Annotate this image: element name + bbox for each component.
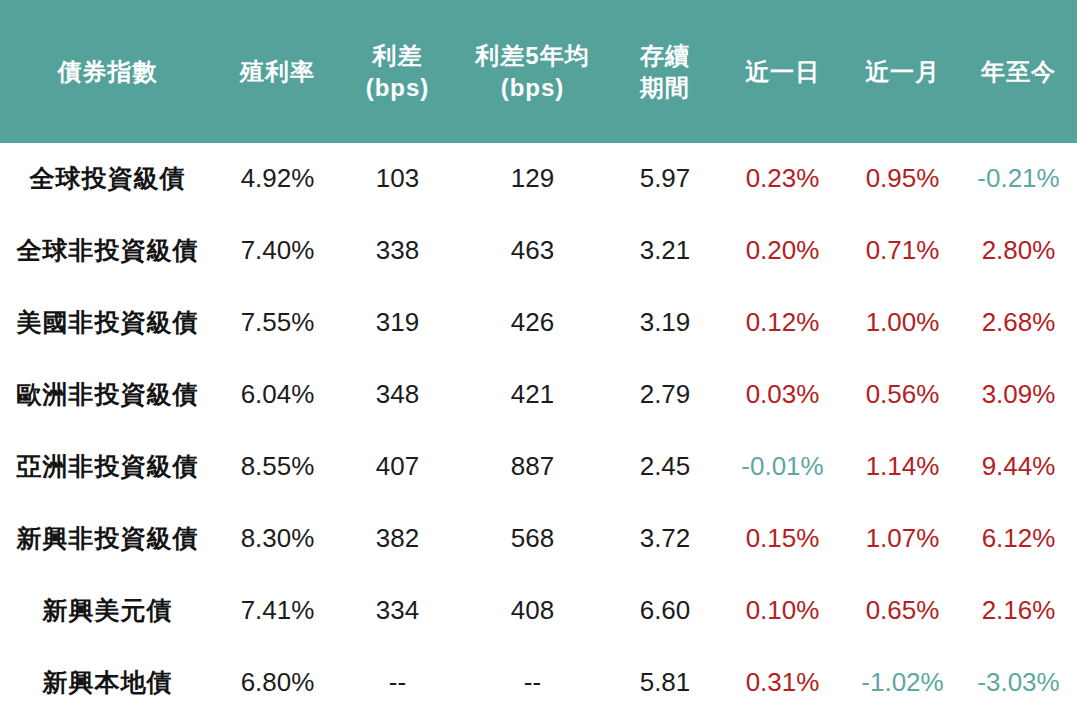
value-cell: 3.72 bbox=[610, 502, 720, 574]
value-cell: 2.79 bbox=[610, 359, 720, 431]
value-cell: 0.65% bbox=[845, 574, 960, 646]
value-cell: 3.09% bbox=[960, 359, 1077, 431]
value-cell: 0.03% bbox=[720, 359, 845, 431]
header-last-day: 近一日 bbox=[720, 0, 845, 143]
value-cell: 6.80% bbox=[215, 646, 340, 718]
value-cell: 6.12% bbox=[960, 502, 1077, 574]
header-yield: 殖利率 bbox=[215, 0, 340, 143]
value-cell: 6.60 bbox=[610, 574, 720, 646]
value-cell: 0.95% bbox=[845, 143, 960, 215]
value-cell: 103 bbox=[340, 143, 455, 215]
index-name-cell: 新興美元債 bbox=[0, 574, 215, 646]
header-year-to-date: 年至今 bbox=[960, 0, 1077, 143]
value-cell: 7.55% bbox=[215, 287, 340, 359]
table-row: 美國非投資級債7.55%3194263.190.12%1.00%2.68% bbox=[0, 287, 1077, 359]
table-row: 亞洲非投資級債8.55%4078872.45-0.01%1.14%9.44% bbox=[0, 431, 1077, 503]
value-cell: 319 bbox=[340, 287, 455, 359]
table-row: 歐洲非投資級債6.04%3484212.790.03%0.56%3.09% bbox=[0, 359, 1077, 431]
value-cell: 568 bbox=[455, 502, 610, 574]
value-cell: 2.45 bbox=[610, 431, 720, 503]
index-name-cell: 全球非投資級債 bbox=[0, 215, 215, 287]
value-cell: 5.97 bbox=[610, 143, 720, 215]
value-cell: 421 bbox=[455, 359, 610, 431]
value-cell: 8.30% bbox=[215, 502, 340, 574]
value-cell: 4.92% bbox=[215, 143, 340, 215]
value-cell: 0.71% bbox=[845, 215, 960, 287]
value-cell: 0.31% bbox=[720, 646, 845, 718]
value-cell: -0.21% bbox=[960, 143, 1077, 215]
value-cell: 0.20% bbox=[720, 215, 845, 287]
value-cell: 3.21 bbox=[610, 215, 720, 287]
value-cell: 1.14% bbox=[845, 431, 960, 503]
value-cell: 7.41% bbox=[215, 574, 340, 646]
value-cell: 338 bbox=[340, 215, 455, 287]
table-row: 全球非投資級債7.40%3384633.210.20%0.71%2.80% bbox=[0, 215, 1077, 287]
value-cell: 426 bbox=[455, 287, 610, 359]
value-cell: 463 bbox=[455, 215, 610, 287]
value-cell: 0.12% bbox=[720, 287, 845, 359]
table-row: 新興美元債7.41%3344086.600.10%0.65%2.16% bbox=[0, 574, 1077, 646]
value-cell: -- bbox=[340, 646, 455, 718]
bond-index-table-page: 債券指數 殖利率 利差 (bps) 利差5年均 (bps) 存續 期間 近一日 … bbox=[0, 0, 1077, 718]
table-row: 新興非投資級債8.30%3825683.720.15%1.07%6.12% bbox=[0, 502, 1077, 574]
value-cell: -0.01% bbox=[720, 431, 845, 503]
value-cell: 7.40% bbox=[215, 215, 340, 287]
index-name-cell: 亞洲非投資級債 bbox=[0, 431, 215, 503]
table-body: 全球投資級債4.92%1031295.970.23%0.95%-0.21%全球非… bbox=[0, 143, 1077, 718]
value-cell: 8.55% bbox=[215, 431, 340, 503]
index-name-cell: 全球投資級債 bbox=[0, 143, 215, 215]
table-header: 債券指數 殖利率 利差 (bps) 利差5年均 (bps) 存續 期間 近一日 … bbox=[0, 0, 1077, 143]
value-cell: 3.19 bbox=[610, 287, 720, 359]
index-name-cell: 新興本地債 bbox=[0, 646, 215, 718]
value-cell: 1.00% bbox=[845, 287, 960, 359]
index-name-cell: 歐洲非投資級債 bbox=[0, 359, 215, 431]
table-row: 新興本地債6.80%----5.810.31%-1.02%-3.03% bbox=[0, 646, 1077, 718]
value-cell: 0.10% bbox=[720, 574, 845, 646]
header-spread-5yr-avg: 利差5年均 (bps) bbox=[455, 0, 610, 143]
value-cell: 9.44% bbox=[960, 431, 1077, 503]
header-duration: 存續 期間 bbox=[610, 0, 720, 143]
value-cell: 5.81 bbox=[610, 646, 720, 718]
header-row: 債券指數 殖利率 利差 (bps) 利差5年均 (bps) 存續 期間 近一日 … bbox=[0, 0, 1077, 143]
value-cell: -3.03% bbox=[960, 646, 1077, 718]
value-cell: -- bbox=[455, 646, 610, 718]
value-cell: 6.04% bbox=[215, 359, 340, 431]
value-cell: 2.16% bbox=[960, 574, 1077, 646]
value-cell: 129 bbox=[455, 143, 610, 215]
value-cell: 887 bbox=[455, 431, 610, 503]
index-name-cell: 美國非投資級債 bbox=[0, 287, 215, 359]
index-name-cell: 新興非投資級債 bbox=[0, 502, 215, 574]
value-cell: 2.80% bbox=[960, 215, 1077, 287]
value-cell: 382 bbox=[340, 502, 455, 574]
header-last-month: 近一月 bbox=[845, 0, 960, 143]
value-cell: 408 bbox=[455, 574, 610, 646]
value-cell: 0.23% bbox=[720, 143, 845, 215]
value-cell: 348 bbox=[340, 359, 455, 431]
header-bond-index: 債券指數 bbox=[0, 0, 215, 143]
value-cell: 1.07% bbox=[845, 502, 960, 574]
value-cell: 0.15% bbox=[720, 502, 845, 574]
header-spread-bps: 利差 (bps) bbox=[340, 0, 455, 143]
value-cell: 334 bbox=[340, 574, 455, 646]
value-cell: 407 bbox=[340, 431, 455, 503]
table-row: 全球投資級債4.92%1031295.970.23%0.95%-0.21% bbox=[0, 143, 1077, 215]
value-cell: -1.02% bbox=[845, 646, 960, 718]
value-cell: 2.68% bbox=[960, 287, 1077, 359]
bond-index-table: 債券指數 殖利率 利差 (bps) 利差5年均 (bps) 存續 期間 近一日 … bbox=[0, 0, 1077, 718]
value-cell: 0.56% bbox=[845, 359, 960, 431]
